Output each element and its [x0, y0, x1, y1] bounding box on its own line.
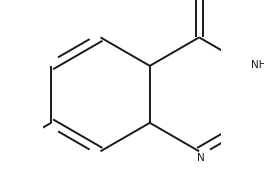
Text: NH: NH [251, 60, 264, 70]
Text: N: N [197, 153, 204, 163]
